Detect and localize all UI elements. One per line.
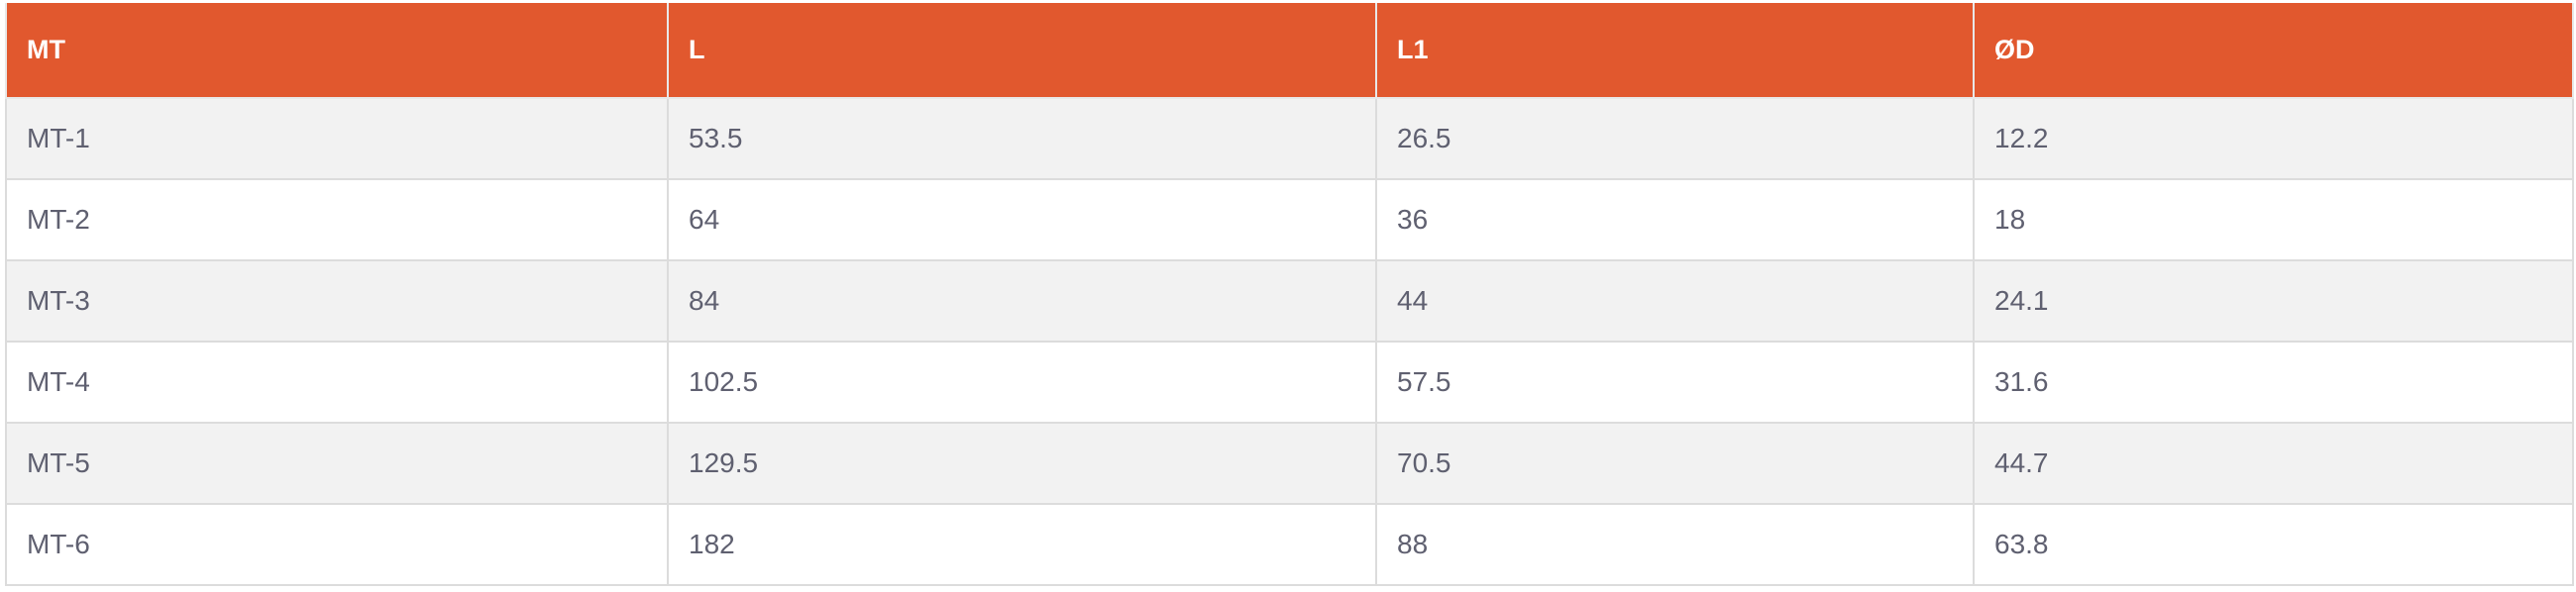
cell-mt: MT-1 bbox=[5, 97, 669, 180]
cell-mt: MT-6 bbox=[5, 503, 669, 586]
table-row: MT-5 129.5 70.5 44.7 bbox=[5, 422, 2574, 505]
cell-l: 129.5 bbox=[667, 422, 1377, 505]
table-row: MT-3 84 44 24.1 bbox=[5, 259, 2574, 343]
cell-l: 84 bbox=[667, 259, 1377, 343]
table-row: MT-2 64 36 18 bbox=[5, 178, 2574, 261]
table-row: MT-1 53.5 26.5 12.2 bbox=[5, 97, 2574, 180]
header-mt: MT bbox=[5, 3, 669, 99]
cell-mt: MT-2 bbox=[5, 178, 669, 261]
cell-diameter: 31.6 bbox=[1973, 341, 2574, 424]
cell-diameter: 18 bbox=[1973, 178, 2574, 261]
cell-l: 102.5 bbox=[667, 341, 1377, 424]
table-row: MT-6 182 88 63.8 bbox=[5, 503, 2574, 586]
cell-diameter: 44.7 bbox=[1973, 422, 2574, 505]
table-row: MT-4 102.5 57.5 31.6 bbox=[5, 341, 2574, 424]
cell-l1: 26.5 bbox=[1375, 97, 1975, 180]
cell-diameter: 12.2 bbox=[1973, 97, 2574, 180]
cell-l: 182 bbox=[667, 503, 1377, 586]
cell-l1: 70.5 bbox=[1375, 422, 1975, 505]
header-diameter: ØD bbox=[1973, 3, 2574, 99]
cell-mt: MT-5 bbox=[5, 422, 669, 505]
cell-l: 64 bbox=[667, 178, 1377, 261]
cell-mt: MT-3 bbox=[5, 259, 669, 343]
cell-l1: 44 bbox=[1375, 259, 1975, 343]
cell-l: 53.5 bbox=[667, 97, 1377, 180]
cell-diameter: 24.1 bbox=[1973, 259, 2574, 343]
header-l1: L1 bbox=[1375, 3, 1975, 99]
cell-mt: MT-4 bbox=[5, 341, 669, 424]
cell-l1: 57.5 bbox=[1375, 341, 1975, 424]
header-row: MT L L1 ØD bbox=[5, 3, 2574, 99]
header-l: L bbox=[667, 3, 1377, 99]
cell-l1: 36 bbox=[1375, 178, 1975, 261]
cell-diameter: 63.8 bbox=[1973, 503, 2574, 586]
cell-l1: 88 bbox=[1375, 503, 1975, 586]
dimensions-table: MT L L1 ØD MT-1 53.5 26.5 12.2 MT-2 64 36 18 MT-… bbox=[5, 3, 2574, 586]
